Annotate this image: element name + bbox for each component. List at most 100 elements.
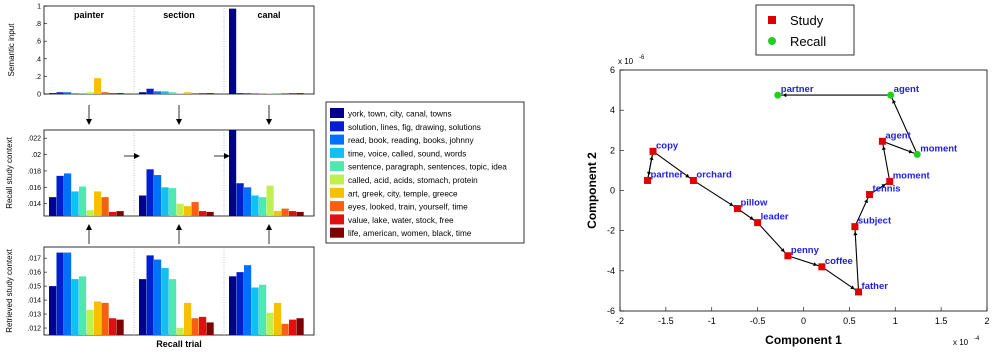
y-tick-label: .022 — [27, 136, 41, 143]
bar — [94, 191, 102, 216]
panel-title: canal — [257, 10, 280, 20]
y-tick-label: -6 — [607, 306, 615, 316]
bar — [101, 302, 109, 335]
point-label: agent — [894, 84, 920, 95]
bar — [289, 319, 297, 335]
bar — [169, 279, 177, 335]
bar — [266, 185, 274, 216]
bar — [86, 309, 94, 335]
legend-swatch — [330, 108, 344, 118]
x-tick-label: -1.5 — [658, 316, 674, 326]
trajectory-arrowhead — [649, 156, 654, 161]
bar — [259, 197, 267, 216]
bar — [244, 93, 252, 94]
bar — [139, 92, 147, 94]
y-axis-label: Recall study context — [5, 136, 14, 208]
legend-swatch — [330, 147, 344, 158]
flow-arrowhead — [176, 224, 182, 230]
bar — [236, 93, 244, 94]
study-point-marker — [644, 176, 652, 184]
trajectory-arrowhead — [813, 262, 818, 267]
y-tick-label: .8 — [35, 21, 41, 28]
bar — [56, 175, 64, 216]
trajectory-arrowhead — [685, 173, 690, 178]
y-tick-label: .016 — [27, 270, 41, 277]
study-point-marker — [754, 219, 762, 227]
flow-arrowhead — [224, 153, 230, 159]
x-tick-label: 0 — [801, 316, 806, 326]
bar — [274, 302, 282, 335]
scatter-legend-box — [755, 4, 855, 56]
bar — [229, 276, 237, 335]
legend-swatch — [330, 187, 344, 198]
study-point-marker — [689, 176, 697, 184]
study-point-marker — [649, 147, 657, 155]
y-tick-label: .4 — [35, 56, 41, 63]
x-exponent-power: -4 — [974, 336, 980, 342]
study-point-marker — [733, 205, 741, 213]
y-tick-label: 0 — [37, 92, 41, 99]
bar — [64, 92, 72, 94]
point-label: leader — [761, 212, 789, 223]
bar — [199, 93, 207, 94]
bar — [94, 78, 102, 94]
recall-point-marker — [774, 91, 782, 99]
trajectory-arrowhead — [749, 216, 754, 220]
trajectory-arrowhead — [782, 93, 787, 98]
legend-entry-label: york, town, city, canal, towns — [348, 110, 452, 119]
bar — [206, 93, 214, 94]
trajectory-arrowhead — [908, 149, 913, 154]
bar — [56, 92, 64, 94]
legend-entry-label: value, lake, water, stock, free — [348, 216, 454, 225]
flow-arrowhead — [86, 119, 92, 125]
y-tick-label: .012 — [27, 326, 41, 333]
y-tick-label: .017 — [27, 256, 41, 263]
bar — [64, 252, 72, 335]
point-label: orchard — [696, 169, 732, 180]
y-tick-label: .6 — [35, 39, 41, 46]
bar — [191, 202, 199, 216]
bar — [281, 323, 289, 335]
x-tick-label: -0.5 — [750, 316, 766, 326]
y-tick-label: 4 — [610, 105, 615, 115]
legend-entry-label: called, acid, acids, stomach, protein — [348, 176, 478, 185]
bar — [169, 92, 177, 94]
y-axis-label: Component 2 — [585, 152, 599, 229]
x-axis-label: Component 1 — [765, 333, 842, 347]
y-tick-label: -2 — [607, 226, 615, 236]
bar — [116, 319, 124, 335]
x-tick-label: 1 — [893, 316, 898, 326]
bar — [296, 318, 304, 335]
bar-chart-grid: 0 .2 .4 .6 .8 1 Semantic input painter section ca… — [5, 4, 315, 349]
legend-entry-label: art, greek, city, temple, greece — [348, 189, 458, 198]
bar — [146, 255, 154, 335]
y-exponent-power: -6 — [639, 55, 645, 61]
bar — [64, 173, 72, 216]
x-tick-label: 1.5 — [935, 316, 948, 326]
legend-box — [325, 101, 525, 244]
bar — [191, 318, 199, 335]
legend-entry-label: life, american, women, black, time — [348, 229, 472, 238]
bar — [236, 272, 244, 335]
bar — [251, 93, 259, 94]
bar — [109, 93, 117, 94]
bar — [259, 93, 267, 94]
bar — [259, 284, 267, 335]
bar — [101, 92, 109, 94]
point-label: coffee — [825, 256, 853, 267]
legend-entry-label: read, book, reading, books, johnny — [348, 136, 475, 145]
bar — [176, 328, 184, 335]
study-point-marker — [878, 137, 886, 145]
y-tick-label: .014 — [27, 298, 41, 305]
bar — [49, 93, 57, 94]
legend-swatch — [330, 161, 344, 172]
trajectory-segment — [890, 94, 918, 155]
bar — [116, 93, 124, 94]
point-label: tennis — [873, 184, 901, 195]
legend-study-marker — [768, 16, 776, 24]
legend-swatch — [330, 214, 344, 225]
flow-arrowhead — [266, 224, 272, 230]
trajectory-arrowhead — [853, 231, 858, 236]
x-tick-label: 2 — [984, 316, 989, 326]
